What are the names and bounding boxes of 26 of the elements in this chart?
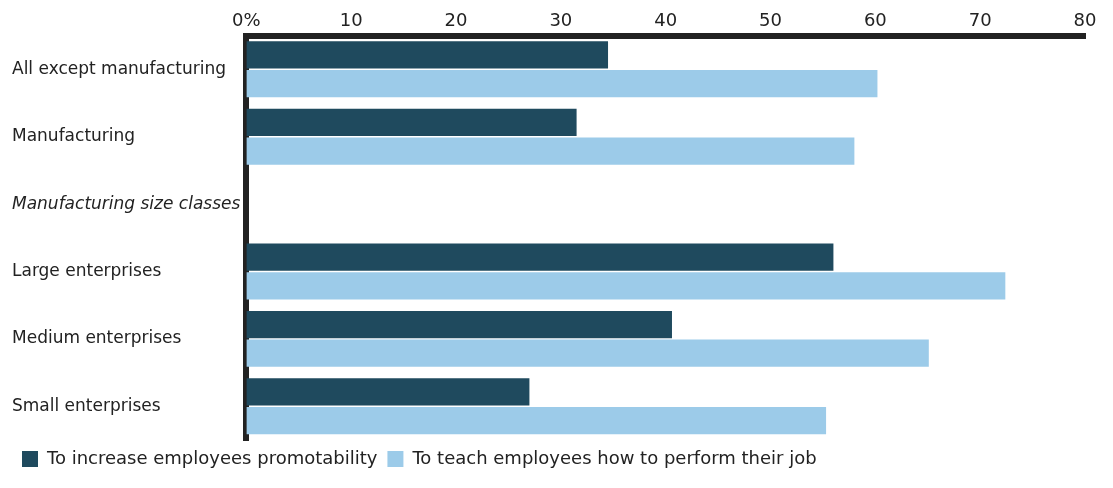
legend-label: To increase employees promotability (46, 446, 378, 468)
x-tick-label: 40 (654, 9, 678, 31)
x-tick-label: 60 (863, 9, 887, 31)
bar (246, 378, 530, 406)
y-tick-label: Manufacturing (12, 125, 136, 146)
bar (246, 108, 577, 136)
y-tick-label: All except manufacturing (12, 57, 227, 78)
bar (246, 70, 878, 98)
bar (246, 310, 672, 339)
bar (246, 339, 929, 367)
x-tick-label: 80 (1073, 9, 1097, 31)
y-tick-label: Medium enterprises (12, 327, 182, 348)
bar (246, 272, 1006, 300)
bar (246, 137, 855, 165)
legend-label: To teach employees how to perform their job (411, 446, 817, 468)
x-tick-label: 50 (759, 9, 782, 31)
x-tick-label: 70 (968, 9, 992, 31)
x-tick-label: 0% (232, 9, 261, 31)
y-tick-label: Small enterprises (12, 394, 161, 415)
bar (246, 407, 827, 435)
x-tick-label: 10 (339, 9, 363, 31)
y-tick-label: Manufacturing size classes (12, 192, 241, 213)
x-tick-label: 30 (549, 9, 573, 31)
x-tick-label: 20 (444, 9, 468, 31)
y-tick-label: Large enterprises (12, 259, 162, 280)
bar (246, 243, 834, 271)
